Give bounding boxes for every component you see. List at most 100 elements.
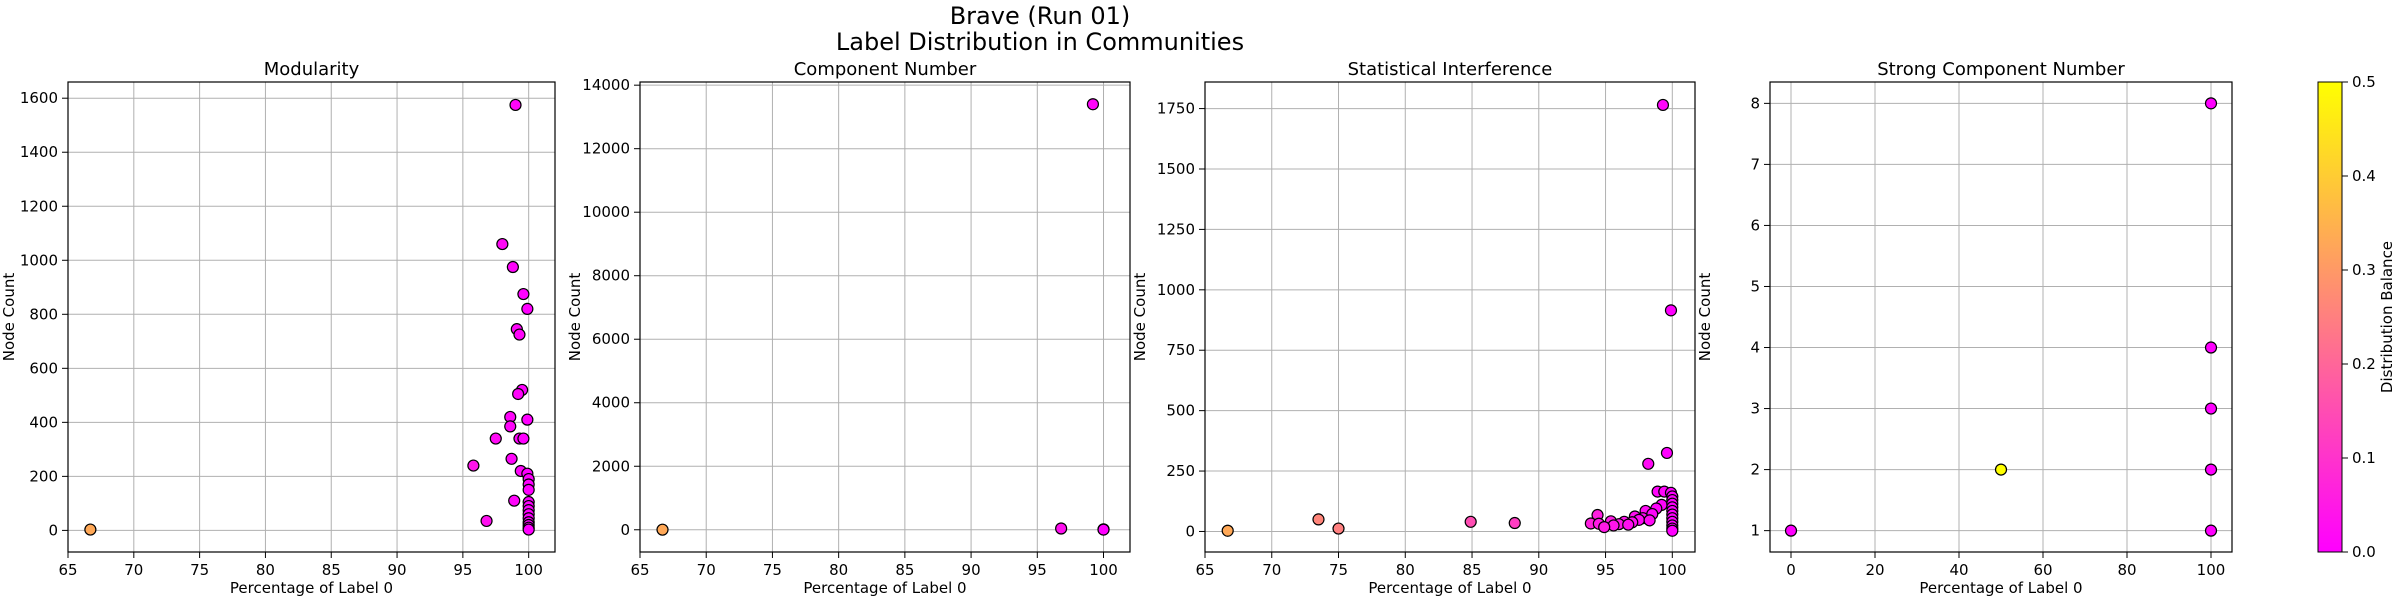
subplot-title: Component Number bbox=[794, 59, 977, 80]
subplot-title: Statistical Interference bbox=[1348, 59, 1553, 80]
x-tick-label: 95 bbox=[453, 561, 472, 579]
data-point bbox=[517, 287, 530, 301]
x-tick-label: 0 bbox=[1786, 561, 1796, 579]
axes-frame bbox=[1769, 81, 2233, 553]
data-point bbox=[508, 494, 521, 507]
y-tick-label: 5 bbox=[1750, 277, 1760, 295]
colorbar-tick-label: 0.4 bbox=[2352, 167, 2376, 185]
x-axis-label: Percentage of Label 0 bbox=[803, 579, 966, 597]
x-tick-label: 65 bbox=[58, 561, 77, 579]
subplot: 65 70 75 80 85 90 95 10002505007501000125015001… bbox=[1131, 59, 1696, 597]
data-point bbox=[1086, 98, 1100, 111]
y-tick-label: 4000 bbox=[592, 394, 630, 412]
subplot-title: Strong Component Number bbox=[1877, 59, 2125, 80]
x-tick-label: 75 bbox=[190, 561, 209, 579]
y-axis-label: Node Count bbox=[0, 273, 18, 362]
colorbar-tick-label: 0.2 bbox=[2352, 355, 2376, 373]
x-tick-label: 70 bbox=[697, 561, 716, 579]
y-tick-label: 8000 bbox=[592, 267, 630, 285]
y-tick-label: 10000 bbox=[582, 203, 630, 221]
y-tick-label: 2000 bbox=[592, 457, 630, 475]
y-tick-label: 0 bbox=[620, 521, 630, 539]
x-tick-label: 90 bbox=[388, 561, 407, 579]
x-axis-label: Percentage of Label 0 bbox=[230, 579, 393, 597]
data-point bbox=[512, 387, 525, 401]
data-point bbox=[1622, 518, 1635, 531]
data-point bbox=[656, 523, 669, 536]
x-tick-label: 75 bbox=[763, 561, 782, 579]
axes-frame bbox=[639, 81, 1131, 553]
y-tick-label: 800 bbox=[29, 305, 58, 323]
subplot: 65 70 75 80 85 90 95 10002004006008001000120014… bbox=[0, 59, 556, 597]
data-point bbox=[522, 483, 535, 496]
y-tick-label: 8 bbox=[1750, 94, 1760, 112]
data-point bbox=[521, 413, 534, 426]
x-tick-label: 80 bbox=[1396, 561, 1415, 579]
data-point bbox=[521, 302, 534, 315]
x-tick-label: 40 bbox=[1949, 561, 1968, 579]
data-point bbox=[509, 98, 522, 112]
y-tick-label: 2 bbox=[1750, 461, 1760, 479]
data-point bbox=[489, 432, 502, 445]
colorbar-tick-label: 0.0 bbox=[2352, 543, 2376, 561]
y-tick-label: 500 bbox=[1166, 402, 1195, 420]
y-tick-label: 200 bbox=[29, 467, 58, 485]
y-axis-label: Node Count bbox=[566, 273, 584, 362]
x-tick-label: 65 bbox=[630, 561, 649, 579]
y-tick-label: 0 bbox=[1185, 522, 1195, 540]
subplots: 65 70 75 80 85 90 95 10002004006008001000120014… bbox=[0, 59, 2233, 597]
figure-title-line1: Brave (Run 01) bbox=[950, 2, 1131, 30]
y-tick-label: 1000 bbox=[1157, 281, 1195, 299]
x-tick-label: 90 bbox=[1529, 561, 1548, 579]
y-tick-label: 1200 bbox=[20, 197, 58, 215]
data-point bbox=[496, 237, 509, 251]
x-tick-label: 100 bbox=[2197, 561, 2226, 579]
x-tick-label: 80 bbox=[256, 561, 275, 579]
data-point bbox=[1994, 463, 2008, 476]
data-point bbox=[1055, 522, 1068, 535]
data-point bbox=[2204, 341, 2218, 354]
y-tick-label: 600 bbox=[29, 359, 58, 377]
data-point bbox=[506, 260, 519, 274]
y-axis-label: Node Count bbox=[1131, 273, 1149, 362]
data-point bbox=[1221, 524, 1234, 537]
data-point bbox=[1656, 98, 1670, 112]
colorbar-ticks: 0.0 0.1 0.2 0.3 0.4 0.5 bbox=[2342, 73, 2376, 561]
data-point bbox=[2204, 463, 2218, 476]
x-tick-label: 95 bbox=[1596, 561, 1615, 579]
data-point bbox=[2204, 524, 2218, 537]
x-tick-label: 70 bbox=[1262, 561, 1281, 579]
x-tick-label: 75 bbox=[1329, 561, 1348, 579]
data-point bbox=[1312, 513, 1325, 526]
y-tick-label: 7 bbox=[1750, 155, 1760, 173]
figure-title-line2: Label Distribution in Communities bbox=[836, 28, 1244, 56]
x-tick-label: 65 bbox=[1195, 561, 1214, 579]
y-tick-label: 1000 bbox=[20, 251, 58, 269]
x-tick-label: 90 bbox=[962, 561, 981, 579]
data-point bbox=[1097, 523, 1110, 536]
x-tick-label: 85 bbox=[1462, 561, 1481, 579]
colorbar-tick-label: 0.3 bbox=[2352, 261, 2376, 279]
y-tick-label: 0 bbox=[48, 521, 58, 539]
x-tick-label: 85 bbox=[895, 561, 914, 579]
y-tick-label: 1500 bbox=[1157, 160, 1195, 178]
colorbar-gradient bbox=[2317, 81, 2343, 553]
data-point bbox=[1664, 304, 1678, 317]
y-tick-label: 6000 bbox=[592, 330, 630, 348]
y-tick-label: 1400 bbox=[20, 143, 58, 161]
y-tick-label: 1 bbox=[1750, 522, 1760, 540]
x-tick-label: 20 bbox=[1865, 561, 1884, 579]
data-point bbox=[504, 420, 517, 433]
data-point bbox=[467, 459, 480, 472]
y-tick-label: 4 bbox=[1750, 339, 1760, 357]
x-axis-label: Percentage of Label 0 bbox=[1919, 579, 2082, 597]
data-point bbox=[2204, 402, 2218, 415]
data-point bbox=[1464, 515, 1477, 528]
y-tick-label: 1250 bbox=[1157, 220, 1195, 238]
data-point bbox=[505, 452, 518, 465]
colorbar-tick-label: 0.1 bbox=[2352, 449, 2376, 467]
data-point bbox=[522, 523, 535, 536]
y-tick-label: 14000 bbox=[582, 76, 630, 94]
data-point bbox=[517, 432, 530, 445]
